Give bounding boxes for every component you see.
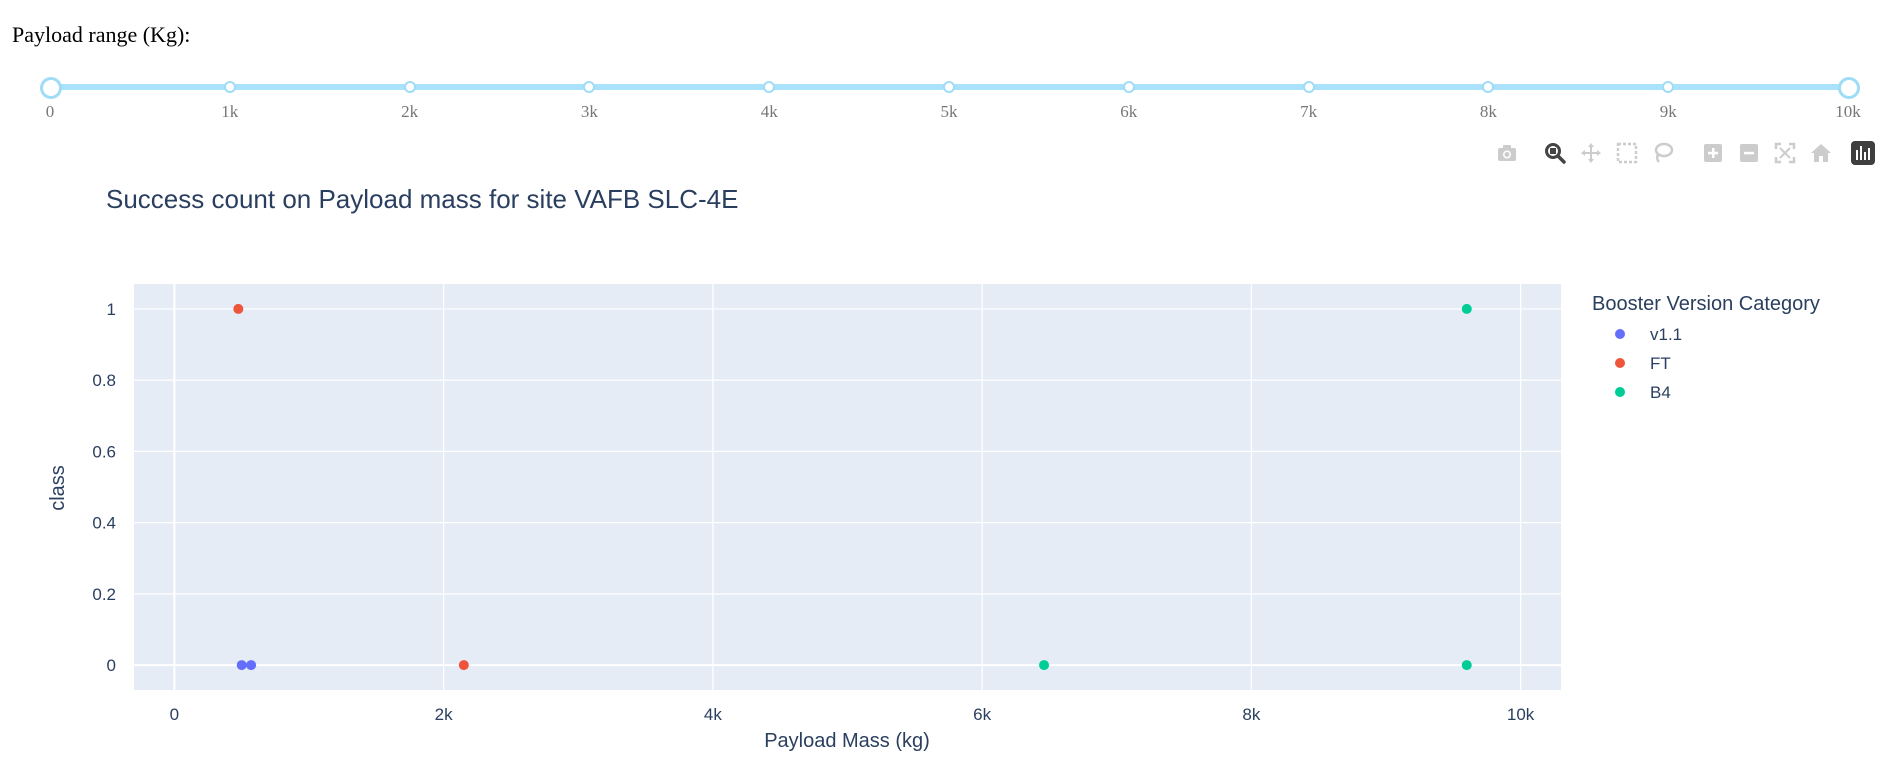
x-tick-label: 4k — [704, 705, 722, 724]
y-tick-label: 0.4 — [92, 514, 116, 533]
slider-dot — [403, 81, 416, 93]
y-tick-label: 0 — [107, 656, 116, 675]
payload-range-label: Payload range (Kg): — [12, 22, 191, 47]
legend-label: B4 — [1650, 383, 1671, 402]
camera-icon — [1498, 145, 1516, 161]
slider-mark-label: 1k — [221, 102, 239, 121]
data-point-v1-1[interactable] — [236, 660, 247, 671]
data-point-b4[interactable] — [1039, 660, 1050, 671]
slider-dot — [1302, 81, 1315, 93]
lasso-select-button[interactable] — [1648, 138, 1678, 168]
slider-dot — [1662, 81, 1675, 93]
y-tick-label: 1 — [107, 300, 116, 319]
data-point-v1-1[interactable] — [246, 660, 257, 671]
data-points — [233, 303, 1472, 671]
x-tick-label: 8k — [1242, 705, 1260, 724]
autoscale-icon — [1774, 142, 1796, 164]
plotly-logo-icon — [1851, 141, 1875, 165]
chart-title: Success count on Payload mass for site V… — [106, 184, 738, 214]
x-tick-label: 2k — [435, 705, 453, 724]
data-point-b4[interactable] — [1461, 660, 1472, 671]
camera-button[interactable] — [1492, 138, 1522, 168]
slider-mark-label: 4k — [760, 102, 778, 121]
y-axis-label: class — [47, 465, 69, 511]
slider-dot — [763, 81, 776, 93]
box-select-button[interactable] — [1612, 138, 1642, 168]
y-tick-label: 0.8 — [92, 371, 116, 390]
y-tick-label: 0.2 — [92, 585, 116, 604]
x-axis-ticks: 0 2k 4k 6k 8k 10k — [170, 705, 1535, 724]
slider-mark-label: 7k — [1300, 102, 1318, 121]
data-point-b4[interactable] — [1461, 303, 1472, 314]
slider-dot — [583, 81, 596, 93]
slider-dot — [943, 81, 955, 93]
zoom-in-button[interactable] — [1698, 138, 1728, 168]
slider-mark-label: 6k — [1120, 102, 1138, 121]
legend-marker — [1615, 358, 1625, 368]
pan-button[interactable] — [1576, 138, 1606, 168]
x-axis-label: Payload Mass (kg) — [764, 730, 930, 752]
pan-icon — [1581, 143, 1601, 163]
x-tick-label: 6k — [973, 705, 991, 724]
legend-marker — [1615, 387, 1625, 397]
autoscale-button[interactable] — [1770, 138, 1800, 168]
box-select-icon — [1616, 142, 1638, 164]
zoom-out-icon — [1740, 144, 1758, 162]
slider-dot — [223, 81, 236, 93]
plotly-modebar — [1480, 138, 1875, 168]
slider-mark-label: 2k — [401, 102, 419, 121]
reset-axes-icon — [1811, 144, 1831, 162]
payload-range-slider[interactable]: 0 1k 2k 3k 4k 5k 6k 7k 8k 9k 10k — [40, 77, 1861, 121]
slider-mark-label: 8k — [1479, 102, 1497, 121]
x-tick-label: 10k — [1507, 705, 1535, 724]
legend-marker — [1615, 329, 1625, 339]
legend-label: FT — [1650, 354, 1671, 373]
zoom-in-icon — [1704, 144, 1722, 162]
slider-handle-max[interactable] — [1838, 77, 1860, 99]
payload-scatter-chart: Success count on Payload mass for site V… — [47, 184, 1820, 752]
slider-dot — [1122, 81, 1135, 93]
slider-dot — [1482, 81, 1495, 93]
grid-lines — [134, 284, 1561, 690]
slider-mark-label: 10k — [1835, 102, 1861, 121]
slider-handle-min[interactable] — [40, 77, 62, 99]
y-axis-ticks: 0 0.2 0.4 0.6 0.8 1 — [92, 300, 116, 675]
slider-mark-label: 0 — [45, 102, 55, 121]
legend-item[interactable]: B4 — [1615, 383, 1671, 402]
zoom-out-button[interactable] — [1734, 138, 1764, 168]
legend: v1.1 FT B4 — [1615, 325, 1682, 402]
y-tick-label: 0.6 — [92, 442, 116, 461]
data-point-ft[interactable] — [458, 660, 469, 671]
slider-mark-label: 5k — [940, 102, 958, 121]
legend-item[interactable]: FT — [1615, 354, 1671, 373]
slider-mark-label: 3k — [580, 102, 598, 121]
slider-mark-label: 9k — [1659, 102, 1677, 121]
legend-title: Booster Version Category — [1592, 293, 1820, 315]
zoom-button[interactable] — [1540, 138, 1570, 168]
x-tick-label: 0 — [170, 705, 179, 724]
data-point-ft[interactable] — [233, 303, 244, 314]
plot-area[interactable] — [134, 284, 1561, 690]
plotly-logo-button[interactable] — [1848, 138, 1878, 168]
legend-label: v1.1 — [1650, 325, 1682, 344]
legend-item[interactable]: v1.1 — [1615, 325, 1682, 344]
reset-axes-button[interactable] — [1806, 138, 1836, 168]
zoom-icon — [1545, 143, 1566, 164]
lasso-select-icon — [1654, 142, 1674, 163]
